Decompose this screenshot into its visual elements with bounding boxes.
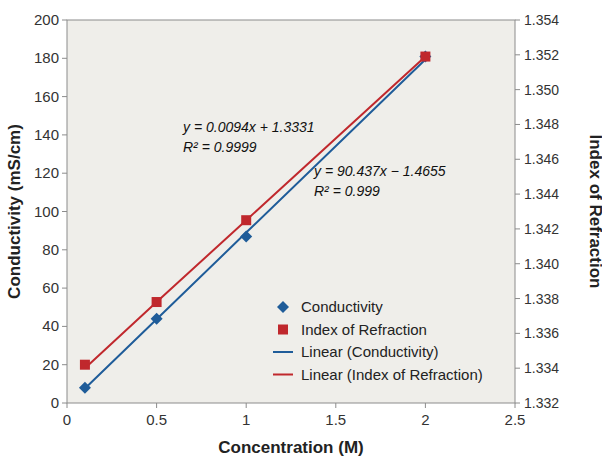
y2-tick — [515, 194, 520, 195]
y-tick — [62, 20, 67, 21]
plot-area — [67, 20, 515, 403]
legend-swatch — [277, 301, 289, 313]
y2-tick-label: 1.354 — [524, 12, 559, 28]
y-tick-label: 140 — [34, 126, 59, 143]
y-tick-label: 20 — [42, 356, 59, 373]
y-tick-label: 200 — [34, 11, 59, 28]
point — [420, 52, 430, 62]
annotation: y = 90.437x − 1.4655 — [313, 163, 446, 179]
x-tick — [67, 403, 68, 408]
x-tick — [335, 403, 336, 408]
y-tick — [62, 211, 67, 212]
y2-tick-label: 1.340 — [524, 256, 559, 272]
point — [80, 360, 90, 370]
y-tick — [62, 173, 67, 174]
y2-tick — [515, 54, 520, 55]
y-tick — [62, 288, 67, 289]
y2-tick — [515, 89, 520, 90]
y2-tick — [515, 20, 520, 21]
y-tick-label: 0 — [51, 394, 59, 411]
chart: 0 0.5 1 1.5 2 2.5 0 20 40 60 80 100 120 140 160 180 200 1… — [0, 0, 602, 465]
y-tick — [62, 326, 67, 327]
x-tick — [246, 403, 247, 408]
point — [79, 382, 91, 394]
y2-tick-label: 1.332 — [524, 395, 559, 411]
annotation: y = 0.0094x + 1.3331 — [182, 119, 315, 135]
y2-tick-label: 1.338 — [524, 291, 559, 307]
y-tick-label: 60 — [42, 279, 59, 296]
y-tick-label: 180 — [34, 49, 59, 66]
legend-swatch — [273, 351, 293, 353]
point — [419, 50, 431, 62]
y-tick — [62, 96, 67, 97]
point — [152, 297, 162, 307]
x-tick-label: 1.5 — [325, 411, 346, 428]
y2-tick — [515, 403, 520, 404]
y2-tick — [515, 333, 520, 334]
point — [241, 215, 251, 225]
point — [151, 313, 163, 325]
y2-axis-title: Index of Refraction — [586, 135, 602, 289]
y2-tick — [515, 368, 520, 369]
y-tick — [62, 134, 67, 135]
x-tick — [156, 403, 157, 408]
y2-tick-label: 1.342 — [524, 221, 559, 237]
x-tick — [515, 403, 516, 408]
x-tick-label: 2.5 — [505, 411, 526, 428]
legend-label: Conductivity — [301, 298, 383, 315]
legend-label: Linear (Conductivity) — [301, 343, 439, 360]
y-tick-label: 40 — [42, 317, 59, 334]
x-axis-title: Concentration (M) — [218, 438, 363, 457]
y-tick-label: 160 — [34, 88, 59, 105]
y2-tick — [515, 124, 520, 125]
y2-tick-label: 1.348 — [524, 116, 559, 132]
y2-tick-label: 1.344 — [524, 186, 559, 202]
x-tick-label: 2 — [421, 411, 429, 428]
y-tick-label: 120 — [34, 164, 59, 181]
trend-line — [85, 59, 425, 388]
x-tick-label: 0.5 — [146, 411, 167, 428]
y2-tick-label: 1.352 — [524, 47, 559, 63]
x-tick — [425, 403, 426, 408]
x-tick-label: 0 — [63, 411, 71, 428]
y-tick — [62, 58, 67, 59]
y2-tick-label: 1.350 — [524, 82, 559, 98]
x-tick-label: 1 — [242, 411, 250, 428]
point — [240, 230, 252, 242]
y2-tick-label: 1.346 — [524, 151, 559, 167]
y2-tick — [515, 159, 520, 160]
y-axis-title: Conductivity (mS/cm) — [5, 124, 24, 299]
y-tick — [62, 249, 67, 250]
y-tick-label: 80 — [42, 241, 59, 258]
annotation: R² = 0.9999 — [183, 139, 257, 155]
y-tick — [62, 403, 67, 404]
legend-label: Index of Refraction — [301, 321, 427, 338]
legend-label: Linear (Index of Refraction) — [301, 366, 483, 383]
y-tick — [62, 364, 67, 365]
legend: Conductivity Index of Refraction Linear (C… — [273, 298, 483, 383]
y2-tick — [515, 263, 520, 264]
y2-tick — [515, 298, 520, 299]
legend-swatch — [278, 325, 288, 335]
y2-tick-label: 1.336 — [524, 325, 559, 341]
y-tick-label: 100 — [34, 203, 59, 220]
legend-swatch — [273, 374, 293, 376]
y2-tick-label: 1.334 — [524, 360, 559, 376]
annotation: R² = 0.999 — [314, 183, 380, 199]
y2-tick — [515, 228, 520, 229]
